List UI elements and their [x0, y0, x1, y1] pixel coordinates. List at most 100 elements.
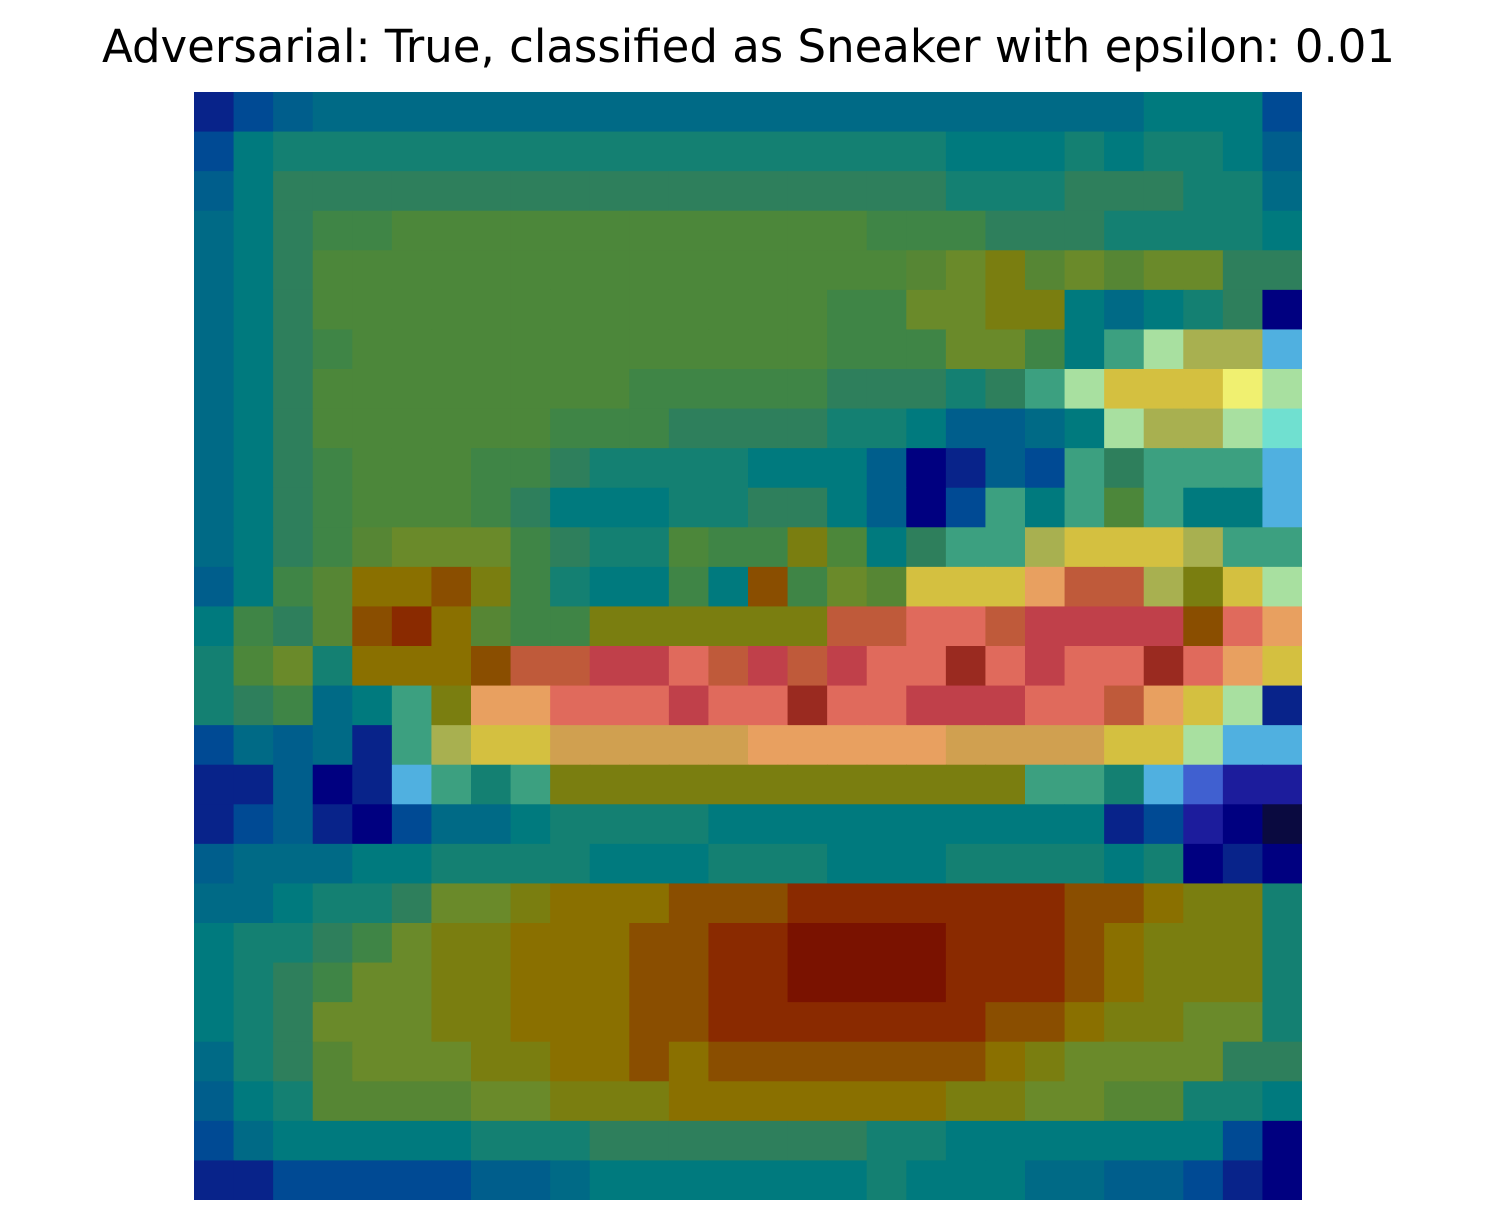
heatmap-cell — [1143, 527, 1184, 568]
heatmap-cell — [431, 883, 472, 924]
heatmap-cell — [233, 962, 274, 1003]
heatmap-cell — [1104, 329, 1145, 370]
heatmap-cell — [352, 1041, 393, 1082]
heatmap-cell — [906, 804, 947, 845]
heatmap-cell — [1025, 1120, 1066, 1162]
heatmap-cell — [866, 843, 907, 885]
heatmap-cell — [985, 1081, 1026, 1122]
heatmap-cell — [471, 646, 512, 687]
heatmap-cell — [1143, 448, 1184, 489]
heatmap-cell — [708, 804, 749, 845]
heatmap-cell — [194, 487, 235, 528]
heatmap-cell — [471, 606, 512, 647]
heatmap-cell — [550, 1081, 591, 1122]
heatmap-cell — [787, 883, 828, 924]
heatmap-cell — [471, 210, 512, 251]
heatmap-cell — [1262, 527, 1302, 568]
heatmap-cell — [1025, 1160, 1066, 1200]
heatmap-cell — [273, 1120, 314, 1162]
heatmap-cell — [1064, 408, 1105, 449]
heatmap-cell — [629, 289, 670, 331]
heatmap-cell — [233, 250, 274, 291]
heatmap-cell — [1262, 329, 1302, 370]
heatmap-cell — [748, 1002, 789, 1043]
heatmap-cell — [708, 487, 749, 528]
heatmap-cell — [273, 487, 314, 528]
heatmap-cell — [708, 92, 749, 133]
heatmap-cell — [708, 527, 749, 568]
heatmap-cell — [748, 131, 789, 172]
heatmap-cell — [431, 804, 472, 845]
heatmap-cell — [1222, 1120, 1264, 1162]
heatmap-cell — [906, 1002, 947, 1043]
heatmap-cell — [1183, 883, 1224, 924]
heatmap-cell — [471, 1160, 512, 1200]
heatmap-cell — [471, 764, 512, 805]
heatmap-cell — [985, 289, 1026, 331]
heatmap-cell — [1262, 1041, 1302, 1082]
heatmap-cell — [985, 131, 1026, 172]
heatmap-cell — [748, 923, 789, 964]
heatmap-cell — [748, 764, 789, 805]
heatmap-cell — [1104, 764, 1145, 805]
heatmap-cell — [668, 250, 710, 291]
heatmap-cell — [1222, 171, 1264, 212]
heatmap-cell — [748, 606, 789, 647]
heatmap-cell — [1262, 646, 1302, 687]
heatmap-cell — [589, 843, 630, 885]
heatmap-cell — [550, 92, 591, 133]
heatmap-cell — [748, 408, 789, 449]
heatmap-cell — [233, 527, 274, 568]
heatmap-cell — [827, 606, 868, 647]
heatmap-cell — [1183, 685, 1224, 726]
heatmap-cell — [668, 1160, 710, 1200]
heatmap-cell — [1064, 369, 1105, 410]
heatmap-cell — [1025, 329, 1066, 370]
heatmap-cell — [589, 527, 630, 568]
heatmap-cell — [273, 566, 314, 608]
heatmap-cell — [1222, 369, 1264, 410]
heatmap-cell — [273, 329, 314, 370]
heatmap-cell — [866, 527, 907, 568]
heatmap-cell — [352, 566, 393, 608]
heatmap-cell — [1143, 92, 1184, 133]
heatmap-cell — [1262, 606, 1302, 647]
heatmap-cell — [827, 1120, 868, 1162]
heatmap-cell — [471, 725, 512, 766]
heatmap-cell — [945, 646, 987, 687]
heatmap-cell — [273, 408, 314, 449]
heatmap-cell — [510, 1120, 551, 1162]
heatmap-cell — [471, 1002, 512, 1043]
heatmap-cell — [1064, 131, 1105, 172]
heatmap-cell — [748, 725, 789, 766]
heatmap-cell — [945, 1120, 987, 1162]
heatmap-cell — [273, 883, 314, 924]
heatmap-cell — [945, 369, 987, 410]
heatmap-cell — [787, 685, 828, 726]
heatmap-cell — [866, 171, 907, 212]
heatmap-cell — [708, 606, 749, 647]
heatmap-cell — [273, 646, 314, 687]
heatmap-cell — [352, 448, 393, 489]
heatmap-cell — [550, 131, 591, 172]
heatmap-cell — [1025, 1081, 1066, 1122]
heatmap-cell — [1222, 685, 1264, 726]
heatmap-cell — [589, 725, 630, 766]
heatmap-cell — [1183, 1160, 1224, 1200]
heatmap-cell — [906, 923, 947, 964]
heatmap-cell — [312, 487, 353, 528]
heatmap-cell — [708, 1041, 749, 1082]
heatmap-cell — [194, 250, 235, 291]
heatmap-cell — [1183, 131, 1224, 172]
heatmap-cell — [1262, 369, 1302, 410]
heatmap-cell — [668, 566, 710, 608]
heatmap-cell — [708, 843, 749, 885]
heatmap-cell — [985, 962, 1026, 1003]
heatmap-cell — [431, 171, 472, 212]
heatmap-cell — [985, 1002, 1026, 1043]
heatmap-cell — [748, 646, 789, 687]
heatmap-cell — [431, 1002, 472, 1043]
heatmap-cell — [945, 487, 987, 528]
heatmap-cell — [787, 329, 828, 370]
heatmap-cell — [945, 171, 987, 212]
